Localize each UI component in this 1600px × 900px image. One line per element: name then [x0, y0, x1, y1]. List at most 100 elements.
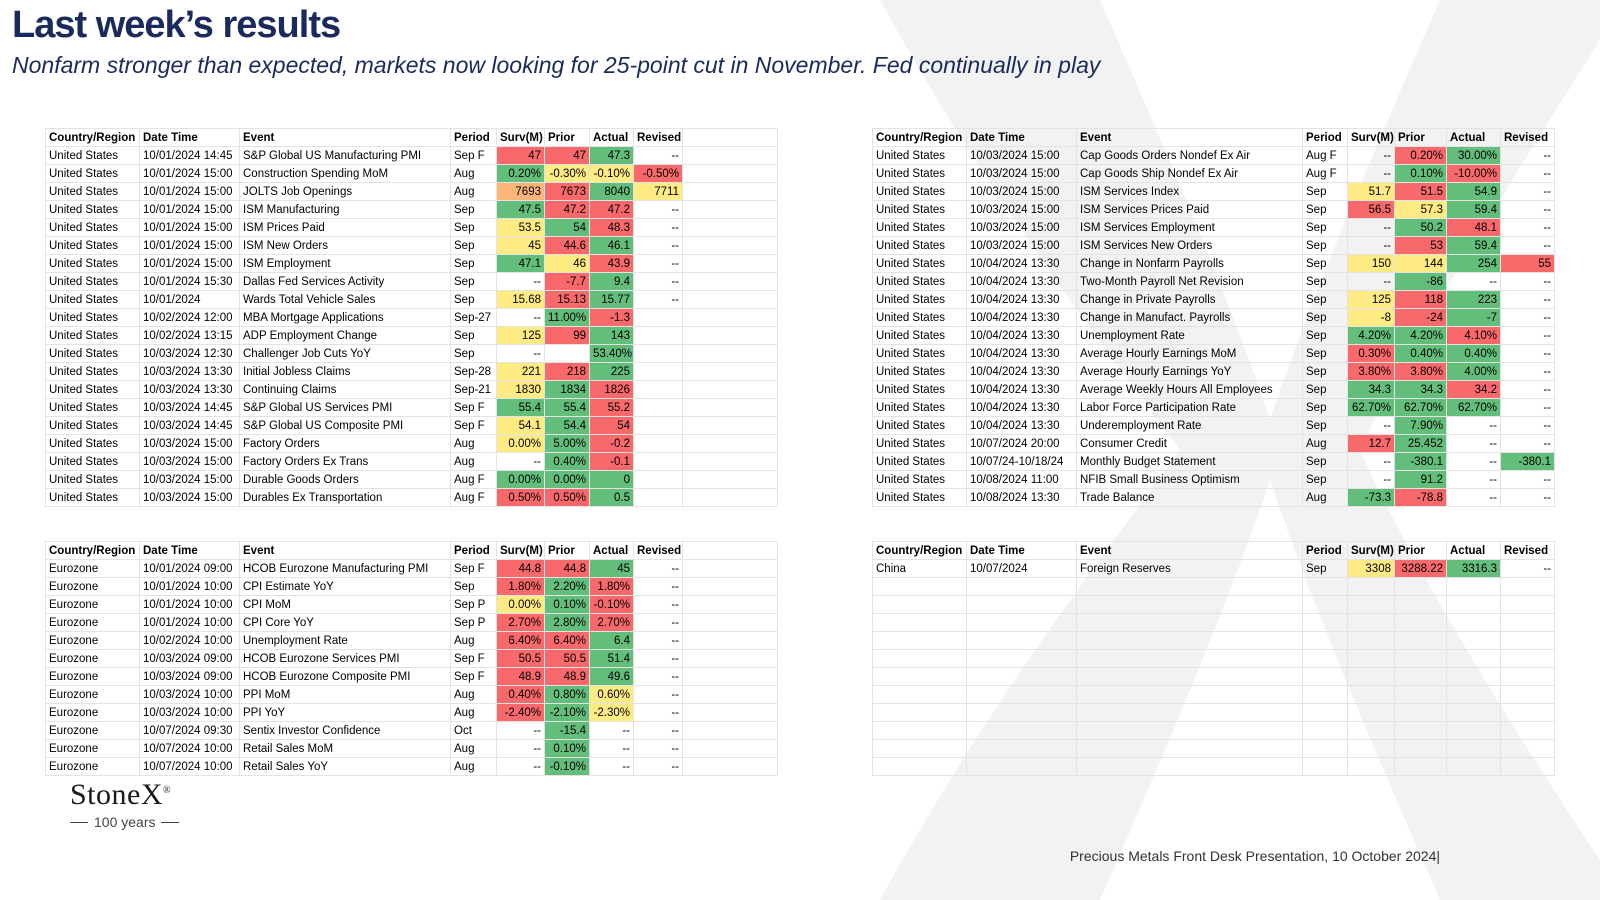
cell-event: Factory Orders: [239, 434, 451, 453]
cell-event: Initial Jobless Claims: [239, 362, 451, 381]
empty-cell: [1076, 631, 1303, 650]
column-header-actual: Actual: [1446, 541, 1501, 560]
empty-cell: [966, 577, 1077, 596]
cell-event: CPI Estimate YoY: [239, 577, 451, 596]
table-row: United States 10/03/2024 13:30 Initial Job…: [45, 362, 778, 381]
cell-prior: 7673: [544, 182, 590, 201]
cell-period: Aug: [450, 182, 497, 201]
empty-cell: [1446, 739, 1501, 758]
table-row: United States 10/01/2024 15:30 Dallas Fed …: [45, 272, 778, 291]
cell-event: Average Hourly Earnings MoM: [1076, 344, 1303, 363]
cell-survey: 150: [1347, 254, 1395, 273]
cell-period: Aug: [450, 757, 497, 776]
cell-event: ISM Manufacturing: [239, 200, 451, 219]
cell-event: Unemployment Rate: [1076, 326, 1303, 345]
cell-prior: 47.2: [544, 200, 590, 219]
cell-event: CPI Core YoY: [239, 613, 451, 632]
cell-datetime: 10/02/2024 13:15: [139, 326, 240, 345]
table-row: United States 10/03/2024 12:30 Challenger …: [45, 344, 778, 363]
cell-prior: 0.00%: [544, 470, 590, 489]
table-row: United States 10/01/2024 15:00 JOLTS Job O…: [45, 182, 778, 201]
cell-prior: 34.3: [1394, 380, 1447, 399]
cell-event: Unemployment Rate: [239, 631, 451, 650]
cell-event: Wards Total Vehicle Sales: [239, 290, 451, 309]
cell-actual: --: [589, 739, 634, 758]
cell-actual: --: [589, 757, 634, 776]
empty-cell: [682, 757, 778, 776]
cell-period: Sep: [1302, 452, 1348, 471]
cell-survey: -2.40%: [496, 703, 545, 722]
empty-cell: [966, 649, 1077, 668]
cell-period: Sep: [1302, 362, 1348, 381]
cell-event: CPI MoM: [239, 595, 451, 614]
cell-datetime: 10/08/2024 13:30: [966, 488, 1077, 507]
empty-cell: [966, 595, 1077, 614]
empty-cell: [1076, 721, 1303, 740]
cell-country: Eurozone: [45, 613, 140, 632]
empty-cell: [682, 488, 778, 507]
empty-cell: [1394, 631, 1447, 650]
cell-survey: 55.4: [496, 398, 545, 417]
cell-country: Eurozone: [45, 649, 140, 668]
table-row: Eurozone 10/01/2024 09:00 HCOB Eurozone Ma…: [45, 559, 778, 578]
empty-cell: [872, 721, 967, 740]
empty-cell: [872, 667, 967, 686]
empty-cell: [682, 254, 778, 273]
cell-prior: 11.00%: [544, 308, 590, 327]
cell-country: Eurozone: [45, 559, 140, 578]
logo-dash-right: [161, 821, 180, 823]
cell-actual: 53.40%: [589, 344, 634, 363]
cell-revised: [633, 398, 683, 417]
empty-cell: [682, 398, 778, 417]
empty-cell: [872, 757, 967, 776]
cell-revised: [633, 488, 683, 507]
table-row: United States 10/03/2024 13:30 Continuing …: [45, 380, 778, 399]
cell-datetime: 10/07/2024: [966, 559, 1077, 578]
cell-event: Foreign Reserves: [1076, 559, 1303, 578]
cell-event: S&P Global US Composite PMI: [239, 416, 451, 435]
cell-event: ISM Employment: [239, 254, 451, 273]
cell-actual: 47.3: [589, 146, 634, 165]
cell-revised: [633, 380, 683, 399]
cell-period: Aug: [1302, 488, 1348, 507]
cell-prior: 53: [1394, 236, 1447, 255]
cell-actual: 0: [589, 470, 634, 489]
cell-country: United States: [45, 164, 140, 183]
cell-actual: 59.4: [1446, 200, 1501, 219]
cell-survey: 44.8: [496, 559, 545, 578]
column-header-period: Period: [1302, 541, 1348, 560]
table-row: United States 10/07/24-10/18/24 Monthly Bu…: [872, 452, 1555, 471]
table-row: Eurozone 10/01/2024 10:00 CPI Estimate YoY…: [45, 577, 778, 596]
cell-revised: --: [1500, 182, 1555, 201]
empty-cell: [1347, 667, 1395, 686]
empty-cell: [1347, 721, 1395, 740]
empty-cell: [682, 452, 778, 471]
cell-datetime: 10/07/2024 09:30: [139, 721, 240, 740]
empty-cell: [1302, 577, 1348, 596]
cell-period: Sep F: [450, 559, 497, 578]
cell-revised: 55: [1500, 254, 1555, 273]
empty-cell: [682, 703, 778, 722]
cell-period: Sep: [450, 577, 497, 596]
empty-cell: [1394, 613, 1447, 632]
table-row: United States 10/03/2024 15:00 ISM Service…: [872, 200, 1555, 219]
table-row: United States 10/03/2024 15:00 Factory Ord…: [45, 452, 778, 471]
cell-prior: 48.9: [544, 667, 590, 686]
cell-period: Sep-28: [450, 362, 497, 381]
cell-prior: 91.2: [1394, 470, 1447, 489]
cell-actual: 223: [1446, 290, 1501, 309]
table-row: United States 10/01/2024 15:00 ISM Manufac…: [45, 200, 778, 219]
cell-country: United States: [872, 200, 967, 219]
cell-period: Sep: [1302, 308, 1348, 327]
empty-cell: [1347, 649, 1395, 668]
cell-prior: 54: [544, 218, 590, 237]
cell-revised: --: [1500, 488, 1555, 507]
cell-revised: --: [1500, 380, 1555, 399]
cell-event: HCOB Eurozone Services PMI: [239, 649, 451, 668]
cell-revised: --: [1500, 308, 1555, 327]
cell-actual: -10.00%: [1446, 164, 1501, 183]
cell-actual: 48.1: [1446, 218, 1501, 237]
empty-cell: [682, 685, 778, 704]
cell-actual: 1826: [589, 380, 634, 399]
cell-survey: --: [496, 452, 545, 471]
